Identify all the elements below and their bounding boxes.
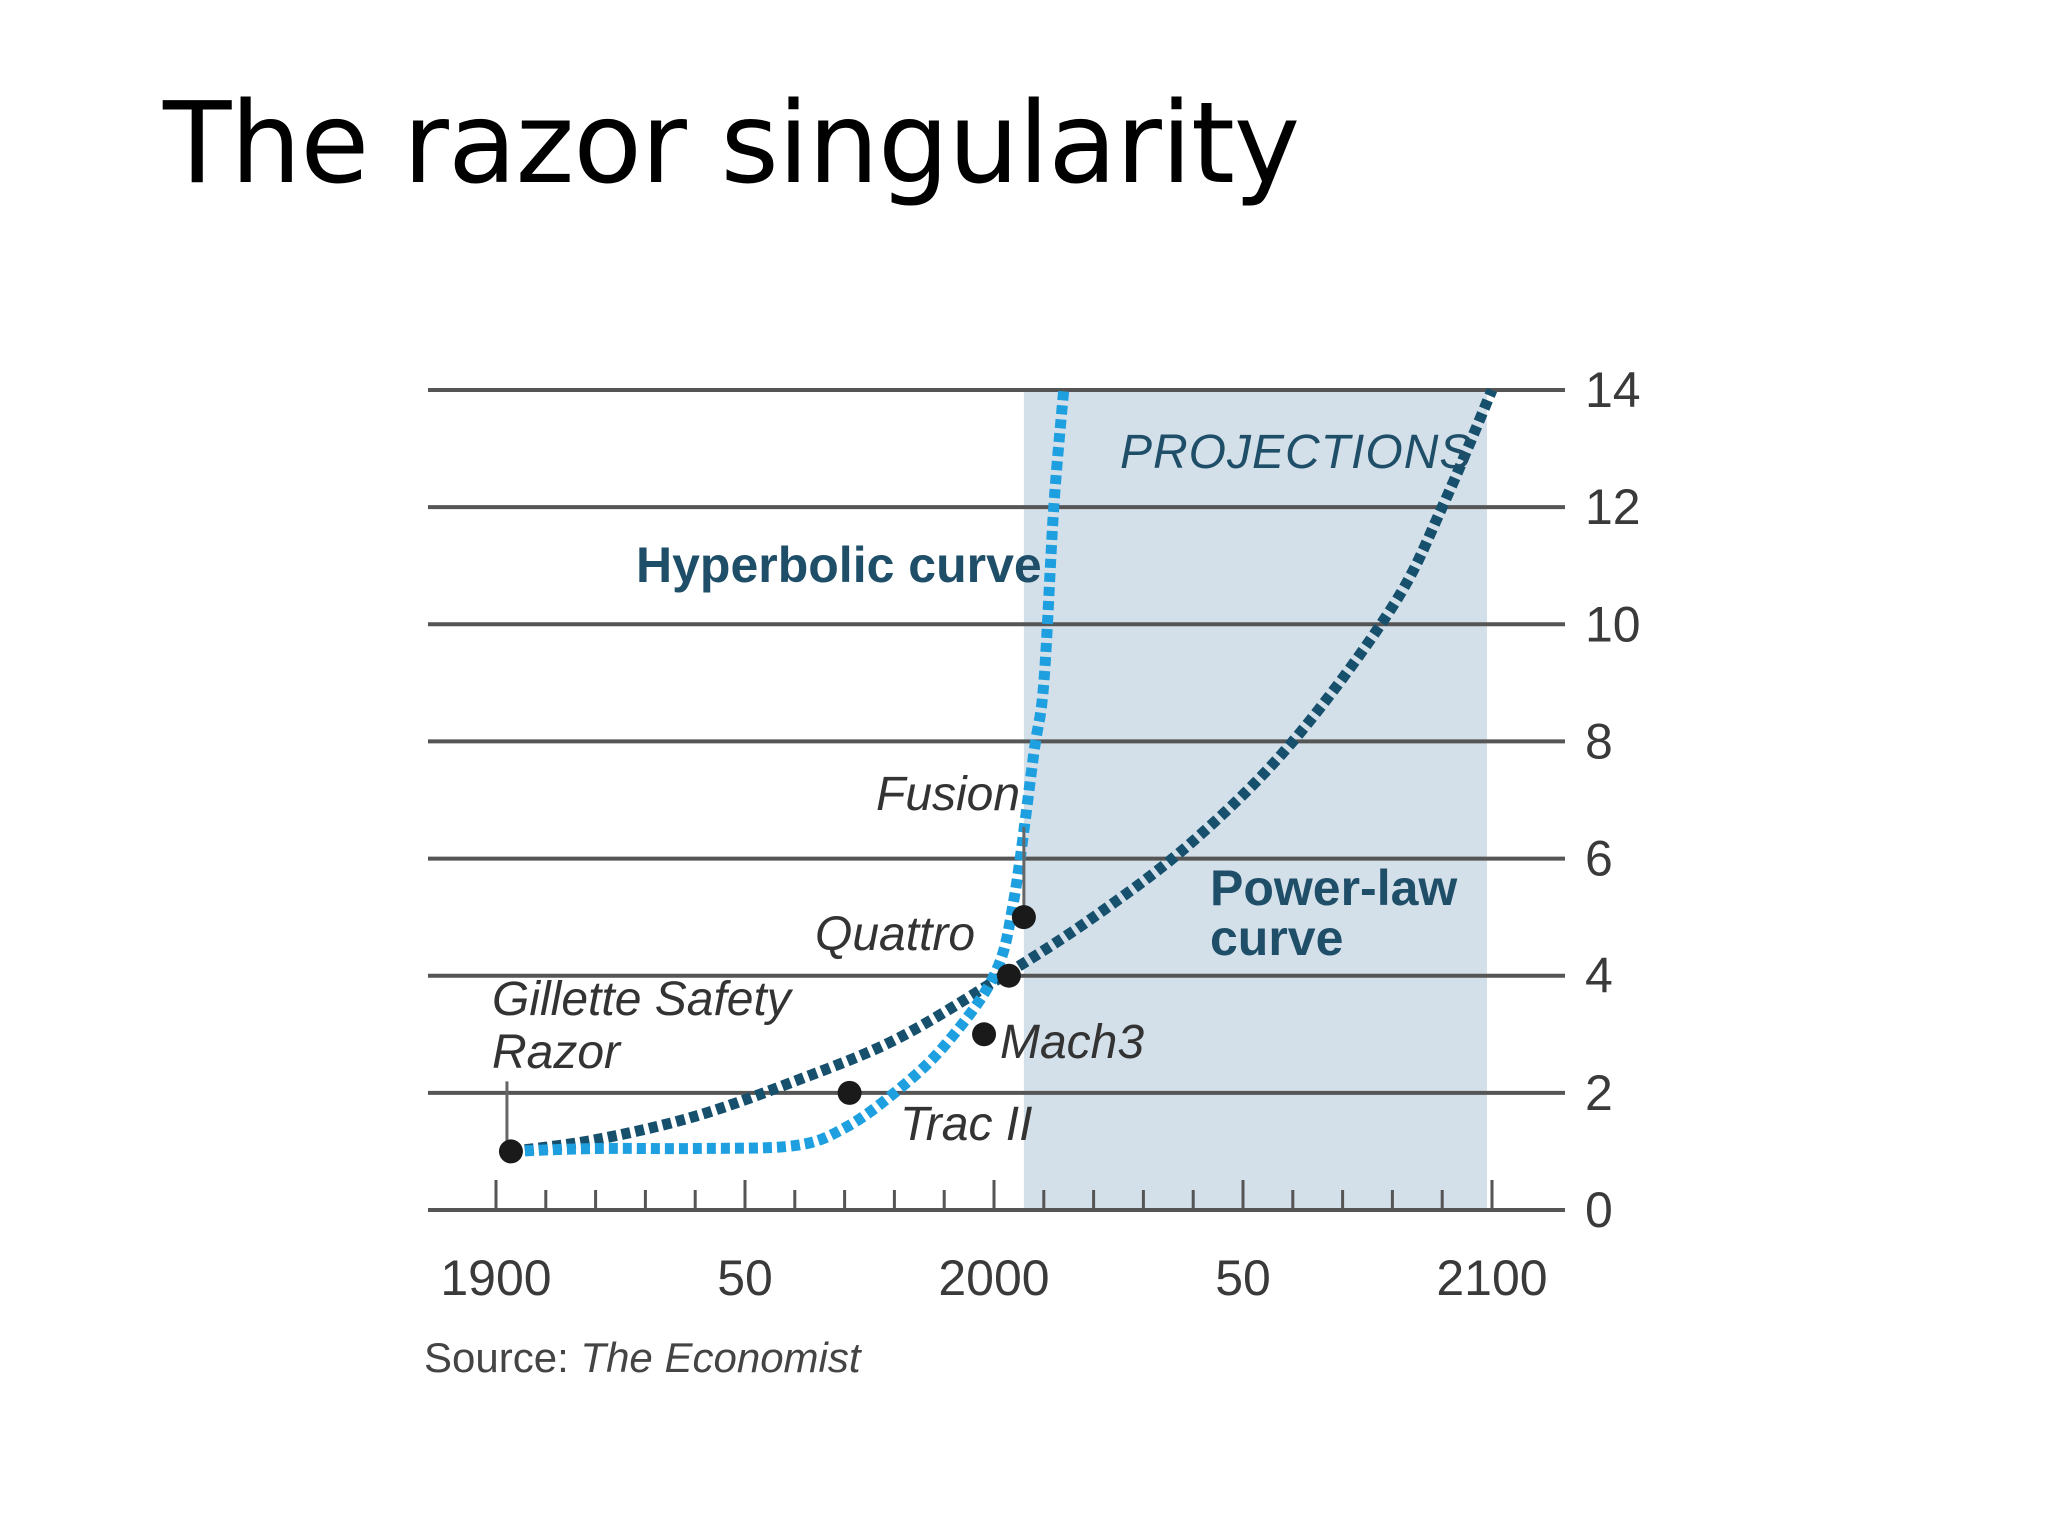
fusion-point [1011,905,1036,930]
x-tick-label-2050: 50 [1215,1250,1271,1306]
y-tick-label-10: 10 [1585,596,1641,652]
mach3-point [972,1022,997,1047]
gillette-safety-razor-point [498,1139,523,1164]
y-tick-label-8: 8 [1585,713,1613,769]
data-points [498,827,1036,1164]
source-note: Source: The Economist [424,1334,863,1381]
x-tick-label-2000: 2000 [938,1250,1049,1306]
projections-region [1023,390,1488,1210]
mach3-label: Mach3 [1000,1016,1144,1069]
gillette-label-line1: Gillette Safety [492,973,794,1026]
power-law-curve [510,387,1498,1157]
y-tick-label-4: 4 [1585,948,1613,1004]
power-law-label-line1: Power-law [1210,860,1457,916]
y-tick-label-14: 14 [1585,362,1641,418]
x-tick-label-1950: 50 [717,1250,773,1306]
y-tick-label-12: 12 [1585,479,1641,535]
gillette-label-line2: Razor [492,1026,622,1079]
quattro-point [996,963,1021,988]
power-law-curve-label: Power-law curve [1210,860,1471,966]
gillette-safety-razor-label: Gillette Safety Razor [492,973,804,1079]
hyperbolic-curve-label: Hyperbolic curve [636,537,1042,593]
fusion-label: Fusion [876,768,1020,821]
x-axis-ticks: 1900 50 2000 50 2100 [440,1180,1548,1306]
y-tick-label-6: 6 [1585,831,1613,887]
source-prefix: Source: [424,1334,580,1381]
slide-title: The razor singularity [163,79,1300,209]
y-axis-tick-labels: 0 2 4 6 8 10 12 14 [1585,362,1641,1238]
x-tick-label-2100: 2100 [1436,1250,1547,1306]
projections-label: PROJECTIONS [1120,426,1472,479]
curves [510,387,1498,1157]
trac-ii-point [837,1080,862,1105]
x-tick-label-1900: 1900 [440,1250,551,1306]
y-tick-label-2: 2 [1585,1065,1613,1121]
source-name: The Economist [580,1334,862,1381]
y-tick-label-0: 0 [1585,1182,1613,1238]
trac-ii-label: Trac II [900,1098,1032,1151]
quattro-label: Quattro [815,908,975,961]
power-law-label-line2: curve [1210,910,1343,966]
hyperbolic-curve [510,389,1070,1157]
